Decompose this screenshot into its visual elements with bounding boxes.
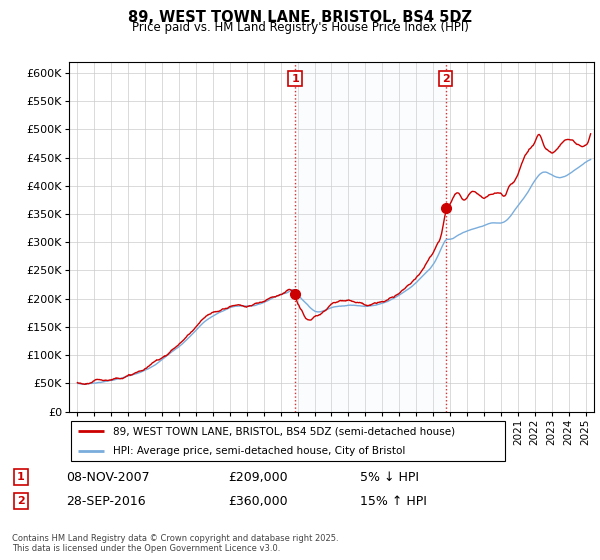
Text: 08-NOV-2007: 08-NOV-2007: [66, 470, 149, 484]
Text: £209,000: £209,000: [228, 470, 287, 484]
Text: 2: 2: [17, 496, 25, 506]
Text: 28-SEP-2016: 28-SEP-2016: [66, 494, 146, 508]
Text: 15% ↑ HPI: 15% ↑ HPI: [360, 494, 427, 508]
Text: Price paid vs. HM Land Registry's House Price Index (HPI): Price paid vs. HM Land Registry's House …: [131, 21, 469, 34]
Text: 1: 1: [17, 472, 25, 482]
Text: Contains HM Land Registry data © Crown copyright and database right 2025.
This d: Contains HM Land Registry data © Crown c…: [12, 534, 338, 553]
Bar: [295, 62, 446, 412]
Text: 2: 2: [442, 73, 449, 83]
FancyBboxPatch shape: [71, 421, 505, 461]
Text: 89, WEST TOWN LANE, BRISTOL, BS4 5DZ: 89, WEST TOWN LANE, BRISTOL, BS4 5DZ: [128, 10, 472, 25]
Text: £360,000: £360,000: [228, 494, 287, 508]
Text: 1: 1: [291, 73, 299, 83]
Text: 89, WEST TOWN LANE, BRISTOL, BS4 5DZ (semi-detached house): 89, WEST TOWN LANE, BRISTOL, BS4 5DZ (se…: [113, 426, 455, 436]
Text: 5% ↓ HPI: 5% ↓ HPI: [360, 470, 419, 484]
Text: HPI: Average price, semi-detached house, City of Bristol: HPI: Average price, semi-detached house,…: [113, 446, 405, 456]
